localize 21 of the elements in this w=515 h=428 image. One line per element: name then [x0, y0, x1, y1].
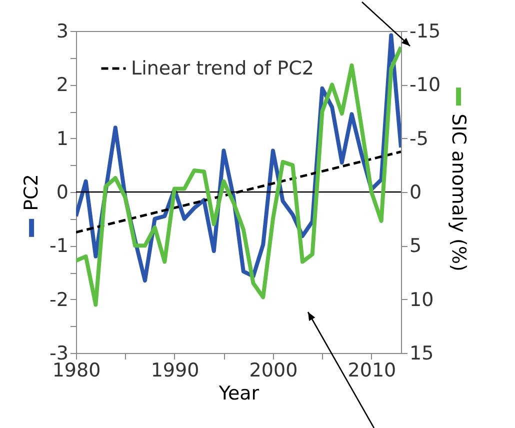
x-tick-label: 1980 — [52, 360, 101, 382]
y2-tick-label: -15 — [410, 20, 441, 42]
y-axis-title: PC2 — [20, 174, 43, 211]
y-tick-label: 0 — [56, 182, 68, 204]
y2-tick-label: 10 — [410, 288, 434, 311]
y2-tick-label: -10 — [410, 74, 441, 96]
y-tick-label: 2 — [56, 74, 68, 96]
y-tick-label: 1 — [56, 128, 68, 150]
y-tick-label: 3 — [56, 20, 68, 42]
y2-tick-label: 5 — [410, 235, 422, 258]
x-axis-title: Year — [218, 382, 260, 404]
y2-axis-title: SIC anomaly (%) — [448, 114, 470, 272]
x-tick-label: 2000 — [249, 360, 298, 382]
legend-label: Linear trend of PC2 — [131, 58, 314, 80]
y2-tick-label: 15 — [410, 342, 434, 364]
y-tick-label: -2 — [50, 288, 68, 311]
y2-tick-label: -5 — [410, 128, 428, 150]
y-tick-label: -1 — [50, 235, 68, 258]
y2-tick-label: 0 — [410, 182, 422, 204]
x-tick-label: 2010 — [348, 360, 396, 382]
x-tick-label: 1990 — [150, 360, 200, 382]
